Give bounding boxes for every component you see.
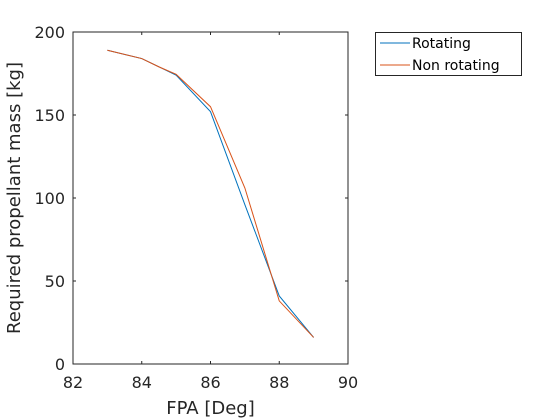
y-axis-ticks: 0 50 100 150 200 <box>34 23 348 374</box>
y-tick-label: 150 <box>34 106 65 125</box>
x-tick-label: 90 <box>338 373 358 392</box>
y-tick-label: 50 <box>45 272 65 291</box>
plot-area <box>107 49 315 338</box>
legend-label: Non rotating <box>412 58 500 74</box>
series-line-non-rotating <box>107 49 314 338</box>
x-tick-label: 86 <box>200 373 220 392</box>
legend-label: Rotating <box>412 36 471 52</box>
y-tick-label: 0 <box>55 355 65 374</box>
x-axis-ticks: 82 84 86 88 90 <box>63 32 358 392</box>
y-tick-label: 100 <box>34 189 65 208</box>
x-tick-label: 84 <box>132 373 152 392</box>
x-tick-label: 88 <box>269 373 289 392</box>
x-tick-label: 82 <box>63 373 83 392</box>
x-axis-title: FPA [Deg] <box>166 398 255 419</box>
legend-box <box>375 32 522 76</box>
legend: Rotating Non rotating <box>375 32 522 76</box>
y-axis-title: Required propellant mass [kg] <box>4 62 25 334</box>
y-tick-label: 200 <box>34 23 65 42</box>
